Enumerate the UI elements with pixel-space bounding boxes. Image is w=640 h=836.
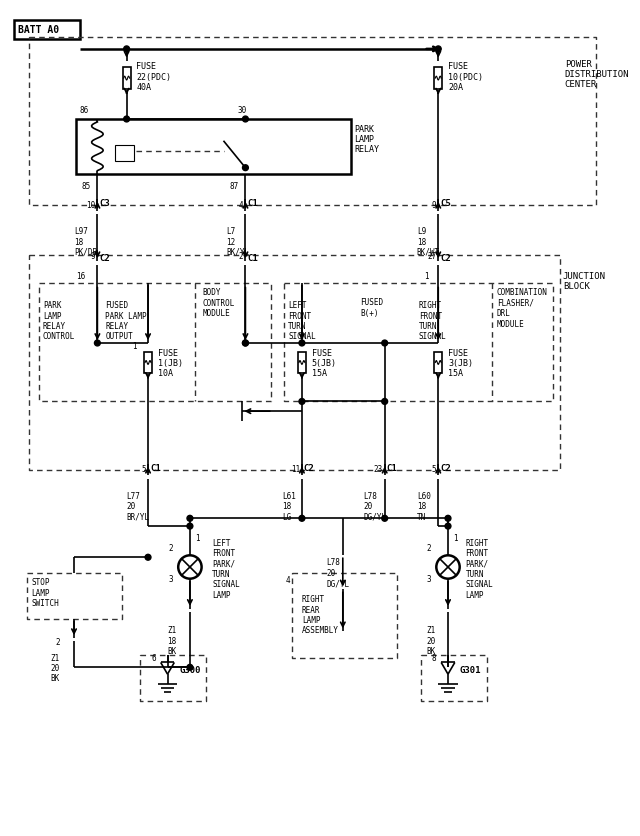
Text: 5: 5 [141, 465, 146, 474]
Text: C2: C2 [440, 254, 451, 263]
Text: FUSE
5(JB)
15A: FUSE 5(JB) 15A [312, 348, 337, 378]
Circle shape [187, 523, 193, 529]
Text: 8: 8 [432, 653, 436, 662]
Text: Z1
20
BK: Z1 20 BK [427, 625, 436, 655]
Circle shape [243, 166, 248, 171]
Text: 3: 3 [427, 574, 431, 584]
Circle shape [243, 117, 248, 123]
Bar [435, 69, 442, 89]
Circle shape [187, 516, 193, 522]
Text: PARK
LAMP
RELAY: PARK LAMP RELAY [355, 125, 380, 154]
Text: L77
20
BR/YL: L77 20 BR/YL [127, 492, 150, 521]
Circle shape [95, 340, 100, 346]
Text: BODY
CONTROL
MODULE: BODY CONTROL MODULE [203, 288, 235, 318]
Text: L7
12
BK/YL: L7 12 BK/YL [226, 227, 249, 257]
Text: RIGHT
FRONT
TURN
SIGNAL: RIGHT FRONT TURN SIGNAL [419, 301, 447, 341]
Circle shape [124, 47, 129, 53]
Text: FUSED
B(+): FUSED B(+) [360, 298, 383, 317]
Text: 27: 27 [427, 252, 436, 261]
Text: FUSE
10(PDC)
20A: FUSE 10(PDC) 20A [448, 62, 483, 92]
Text: L97
18
PK/DB: L97 18 PK/DB [74, 227, 97, 257]
Text: 87: 87 [230, 181, 239, 191]
Text: Z1
20
BK: Z1 20 BK [51, 653, 60, 683]
Text: 6: 6 [151, 653, 156, 662]
Circle shape [382, 516, 388, 522]
Text: FUSE
22(PDC)
40A: FUSE 22(PDC) 40A [136, 62, 172, 92]
Circle shape [435, 47, 441, 53]
Text: 3: 3 [169, 574, 173, 584]
Bar [435, 352, 442, 374]
Text: Z1
18
BK: Z1 18 BK [168, 625, 177, 655]
Text: 9: 9 [432, 201, 436, 209]
Text: 10: 10 [86, 201, 95, 209]
Bar [123, 69, 131, 89]
Text: PARK
LAMP
RELAY
CONTROL: PARK LAMP RELAY CONTROL [43, 301, 76, 341]
Text: COMBINATION
FLASHER/
DRL
MODULE: COMBINATION FLASHER/ DRL MODULE [497, 288, 548, 329]
Text: BATT A0: BATT A0 [17, 25, 59, 35]
Text: FUSE
1(JB)
10A: FUSE 1(JB) 10A [158, 348, 183, 378]
Text: LEFT
FRONT
PARK/
TURN
SIGNAL
LAMP: LEFT FRONT PARK/ TURN SIGNAL LAMP [212, 538, 240, 599]
Circle shape [299, 399, 305, 405]
Bar [115, 146, 134, 161]
Text: C2: C2 [304, 463, 315, 472]
Text: 11: 11 [291, 465, 300, 474]
Circle shape [445, 516, 451, 522]
Circle shape [382, 399, 388, 405]
Text: L60
18
TN: L60 18 TN [417, 492, 431, 521]
Text: 2: 2 [56, 637, 60, 645]
Text: LEFT
FRONT
TURN
SIGNAL: LEFT FRONT TURN SIGNAL [288, 301, 316, 341]
Text: 16: 16 [76, 272, 86, 281]
Text: L9
18
BK/WT: L9 18 BK/WT [417, 227, 440, 257]
Text: C1: C1 [150, 463, 161, 472]
Text: C1: C1 [248, 254, 258, 263]
Text: 30: 30 [237, 106, 247, 115]
Text: RIGHT
FRONT
PARK/
TURN
SIGNAL
LAMP: RIGHT FRONT PARK/ TURN SIGNAL LAMP [465, 538, 493, 599]
Text: 9: 9 [91, 252, 95, 261]
Circle shape [187, 665, 193, 670]
Text: 1: 1 [195, 533, 200, 542]
Text: L61
18
LG: L61 18 LG [282, 492, 296, 521]
Text: 2: 2 [427, 543, 431, 553]
Text: RIGHT
REAR
LAMP
ASSEMBLY: RIGHT REAR LAMP ASSEMBLY [302, 594, 339, 635]
Circle shape [243, 340, 248, 346]
Text: C1: C1 [387, 463, 397, 472]
Bar [13, 21, 80, 40]
Text: L78
20
DG/YL: L78 20 DG/YL [364, 492, 387, 521]
Text: 4: 4 [285, 575, 290, 584]
Text: 1: 1 [424, 272, 429, 281]
Text: C2: C2 [440, 463, 451, 472]
Circle shape [382, 340, 388, 346]
Text: 2: 2 [239, 252, 243, 261]
Circle shape [243, 340, 248, 346]
Text: 5: 5 [432, 465, 436, 474]
Text: C2: C2 [99, 254, 110, 263]
Text: 23: 23 [374, 465, 383, 474]
Text: FUSED
PARK LAMP
RELAY
OUTPUT: FUSED PARK LAMP RELAY OUTPUT [105, 301, 147, 341]
Text: POWER
DISTRIBUTION
CENTER: POWER DISTRIBUTION CENTER [565, 59, 629, 89]
Circle shape [124, 117, 129, 123]
Text: C3: C3 [99, 198, 110, 207]
Text: 86: 86 [80, 106, 89, 115]
Bar [144, 352, 152, 374]
Text: G301: G301 [460, 665, 481, 674]
Bar [298, 352, 306, 374]
Text: L78
20
DG/YL: L78 20 DG/YL [326, 558, 349, 588]
Circle shape [299, 516, 305, 522]
Circle shape [299, 340, 305, 346]
Bar [76, 120, 351, 175]
Text: C1: C1 [248, 198, 258, 207]
Text: STOP
LAMP
SWITCH: STOP LAMP SWITCH [31, 578, 59, 608]
Text: G300: G300 [179, 665, 201, 674]
Text: 1: 1 [132, 342, 136, 350]
Circle shape [445, 523, 451, 529]
Circle shape [145, 554, 151, 560]
Text: C5: C5 [440, 198, 451, 207]
Text: 85: 85 [82, 181, 91, 191]
Text: 2: 2 [169, 543, 173, 553]
Text: JUNCTION
BLOCK: JUNCTION BLOCK [563, 272, 606, 291]
Text: 4: 4 [239, 201, 243, 209]
Text: 1: 1 [453, 533, 458, 542]
Text: FUSE
3(JB)
15A: FUSE 3(JB) 15A [448, 348, 473, 378]
